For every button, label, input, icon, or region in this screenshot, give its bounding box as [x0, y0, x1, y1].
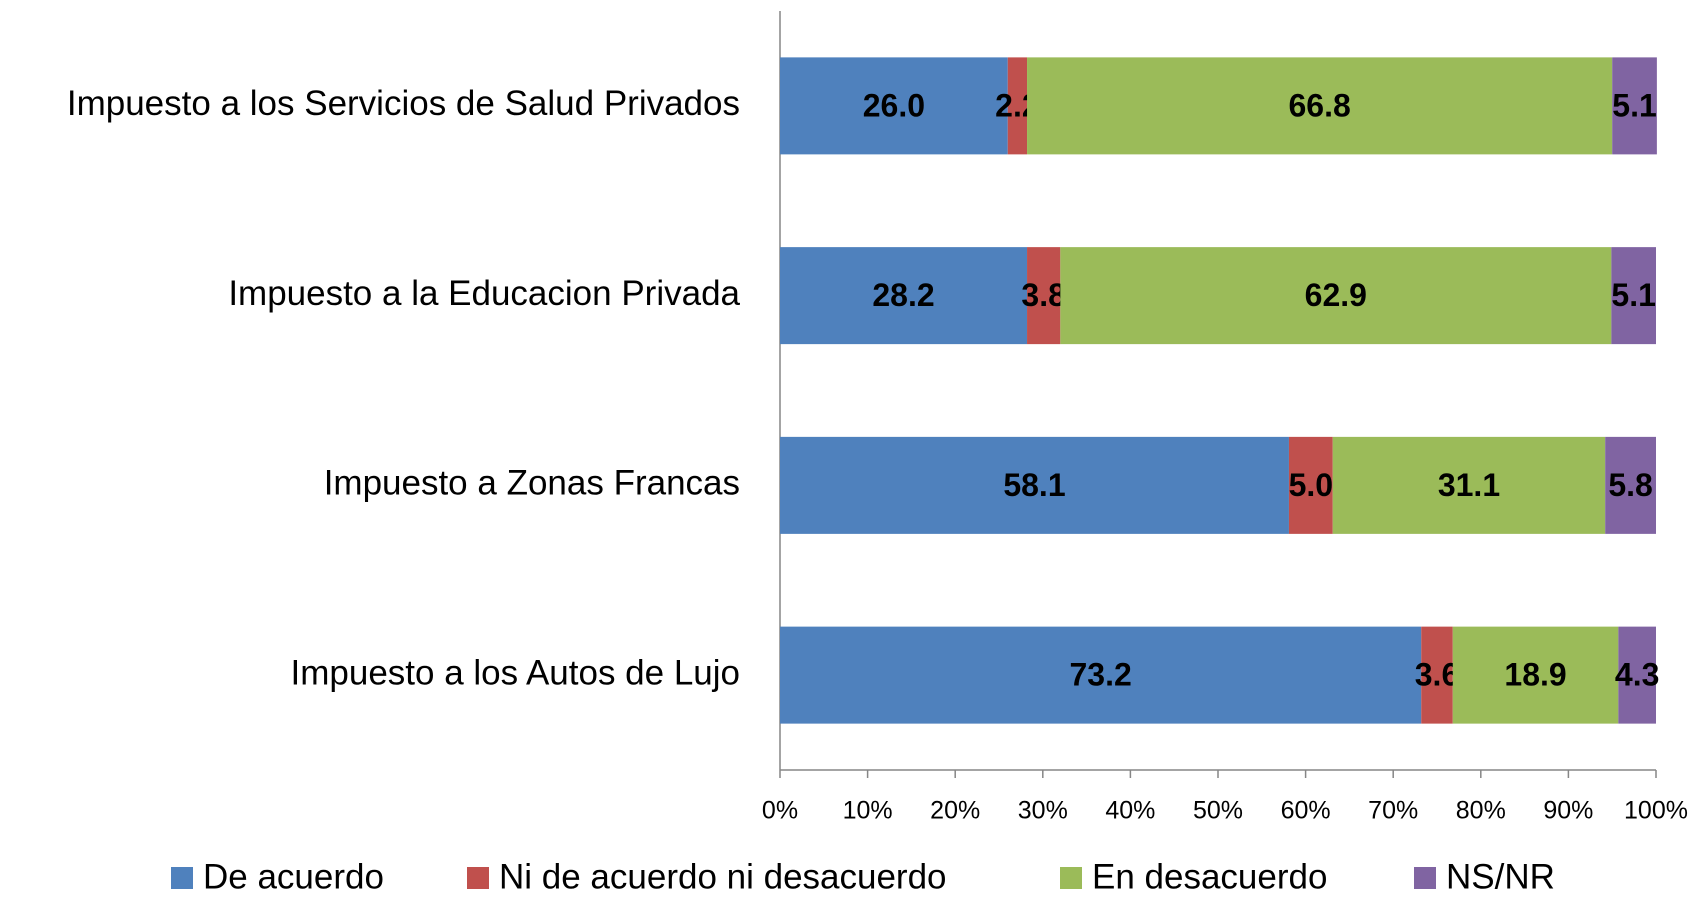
data-label: 18.9	[1504, 657, 1566, 693]
x-tick-label: 20%	[930, 797, 980, 825]
data-label: 5.0	[1289, 467, 1333, 503]
bar-segment	[1288, 436, 1333, 534]
data-label: 28.2	[872, 277, 934, 313]
legend-swatch	[1414, 867, 1436, 889]
x-tick-label: 10%	[843, 797, 893, 825]
bar-segment	[1060, 247, 1612, 345]
bar-segment	[1421, 626, 1453, 724]
data-label: 5.1	[1611, 277, 1655, 313]
category-label: Impuesto a la Educacion Privada	[228, 274, 740, 313]
data-label: 3.8	[1021, 277, 1065, 313]
category-label: Impuesto a los Autos de Lujo	[291, 653, 740, 692]
bar-segment	[780, 57, 1008, 155]
bar-segment	[1611, 247, 1656, 345]
data-label: 3.6	[1415, 657, 1459, 693]
data-label: 4.3	[1615, 657, 1659, 693]
bar-segment	[1007, 57, 1028, 155]
bar-segment	[780, 436, 1289, 534]
data-label: 73.2	[1069, 657, 1131, 693]
bar-segment	[1612, 57, 1657, 155]
x-tick-label: 40%	[1105, 797, 1155, 825]
x-tick-label: 70%	[1368, 797, 1418, 825]
data-label: 58.1	[1003, 467, 1065, 503]
category-label: Impuesto a Zonas Francas	[324, 464, 740, 503]
bar-segment	[1332, 436, 1606, 534]
data-label: 62.9	[1305, 277, 1367, 313]
data-label: 26.0	[863, 87, 925, 123]
bar-segment	[1618, 626, 1656, 724]
data-label: 66.8	[1288, 87, 1350, 123]
bar-segment	[1027, 247, 1061, 345]
bar-segment	[1452, 626, 1619, 724]
x-tick-label: 100%	[1624, 797, 1688, 825]
bar-segment	[1027, 57, 1613, 155]
bar-segment	[780, 247, 1028, 345]
legend-label: De acuerdo	[203, 857, 384, 896]
legend-swatch	[467, 867, 489, 889]
x-tick-label: 60%	[1281, 797, 1331, 825]
x-tick-label: 30%	[1018, 797, 1068, 825]
x-tick-label: 90%	[1543, 797, 1593, 825]
data-label: 5.1	[1612, 87, 1656, 123]
legend-label: NS/NR	[1446, 857, 1555, 896]
legend-label: En desacuerdo	[1092, 857, 1327, 896]
x-tick-label: 50%	[1193, 797, 1243, 825]
bar-segment	[780, 626, 1422, 724]
bar-segment	[1605, 436, 1656, 534]
x-tick-label: 0%	[762, 797, 798, 825]
legend-swatch	[171, 867, 193, 889]
legend-label: Ni de acuerdo ni desacuerdo	[499, 857, 947, 896]
data-label: 31.1	[1438, 467, 1500, 503]
x-tick-label: 80%	[1456, 797, 1506, 825]
data-label: 5.8	[1608, 467, 1652, 503]
category-label: Impuesto a los Servicios de Salud Privad…	[67, 84, 740, 123]
legend-swatch	[1060, 867, 1082, 889]
